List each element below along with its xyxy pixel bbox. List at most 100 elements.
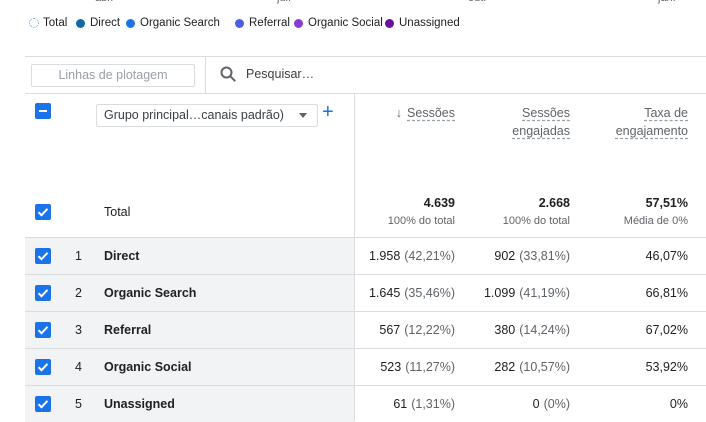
total-note: 100% do total (502, 215, 570, 227)
sessions-value: 61 (393, 397, 408, 411)
row-checkbox[interactable] (35, 322, 51, 338)
sessions-share: (1,31%) (411, 397, 455, 411)
row-divider (25, 385, 706, 386)
engagement-rate: 67,02% (645, 323, 688, 337)
sessions-cell: 61 (1,31%) (393, 397, 455, 411)
engaged-cell: 1.099 (41,19%) (484, 286, 570, 300)
engaged-share: (33,81%) (519, 249, 570, 263)
engagement-rate: 66,81% (645, 286, 688, 300)
row-checkbox[interactable] (35, 285, 51, 301)
legend-dot (126, 18, 135, 28)
separator (205, 57, 206, 93)
row-rank: 5 (75, 397, 82, 411)
search-input[interactable]: Pesquisar… (246, 67, 315, 81)
engaged-share: (41,19%) (519, 286, 570, 300)
legend-item[interactable]: Organic Social (294, 17, 383, 29)
sessions-share: (12,22%) (404, 323, 455, 337)
engaged-cell: 902 (33,81%) (494, 249, 570, 263)
row-rank: 1 (75, 249, 82, 263)
add-dimension[interactable]: + (322, 101, 334, 123)
column-title: Sessões engajadas (512, 106, 570, 138)
row-name: Organic Social (104, 360, 192, 374)
engaged-cell: 380 (14,24%) (494, 323, 570, 337)
row-name: Unassigned (104, 397, 175, 411)
row-name: Referral (104, 323, 152, 337)
sessions-share: (35,46%) (404, 286, 455, 300)
divider (25, 56, 706, 57)
row-divider (25, 348, 706, 349)
total-note: Média de 0% (623, 215, 688, 227)
sessions-value: 1.958 (368, 249, 401, 263)
row-checkbox[interactable] (35, 248, 51, 264)
sessions-share: (11,27%) (405, 360, 455, 374)
row-background (25, 237, 354, 274)
legend-label: Direct (90, 17, 121, 29)
engaged-value: 1.099 (483, 286, 516, 300)
row-background (25, 385, 354, 422)
engaged-cell: 282 (10,57%) (494, 360, 570, 374)
dimension-dropdown[interactable]: Grupo principal…canais padrão) (96, 104, 318, 127)
legend-label: Unassigned (399, 17, 460, 29)
legend-label: Organic Social (308, 17, 383, 29)
total-label: Total (104, 205, 131, 219)
legend-dot (294, 18, 303, 28)
engaged-value: 902 (494, 249, 516, 263)
row-name: Organic Search (104, 286, 197, 300)
engaged-cell: 0 (0%) (533, 397, 570, 411)
sessions-cell: 1.645 (35,46%) (369, 286, 455, 300)
row-checkbox[interactable] (35, 359, 51, 375)
engaged-value: 0 (532, 397, 540, 411)
engagement-rate: 53,92% (645, 360, 688, 374)
sessions-cell: 523 (11,27%) (380, 360, 455, 374)
select-all-checkbox[interactable] (35, 103, 51, 119)
sessions-cell: 567 (12,22%) (379, 323, 455, 337)
column-divider (354, 93, 355, 421)
legend-dot (76, 18, 85, 28)
row-background (25, 348, 354, 385)
sort-arrow: ↓ (395, 106, 403, 120)
legend-item[interactable]: Direct (76, 17, 120, 29)
row-divider (25, 237, 706, 238)
legend-label: Organic Search (140, 17, 220, 29)
row-divider (25, 274, 706, 275)
sessions-share: (42,21%) (404, 249, 455, 263)
legend-item[interactable]: Unassigned (385, 17, 460, 29)
column-header[interactable]: ↓ Sessões (385, 104, 455, 122)
row-checkbox[interactable] (35, 396, 51, 412)
sessions-value: 1.645 (368, 286, 401, 300)
legend-dot (235, 18, 244, 28)
dimension-label: Grupo principal…canais padrão) (104, 108, 284, 122)
axis-label: abr. (95, 0, 113, 4)
column-header[interactable]: Taxa de engajamento (608, 104, 688, 140)
row-divider (25, 311, 706, 312)
row-name: Direct (104, 249, 140, 263)
divider (25, 93, 706, 94)
engaged-value: 380 (494, 323, 516, 337)
sessions-cell: 1.958 (42,21%) (369, 249, 455, 263)
engaged-share: (14,24%) (519, 323, 570, 337)
total-value: 57,51% (645, 196, 688, 210)
sessions-value: 523 (380, 360, 402, 374)
legend-item[interactable]: Total (29, 17, 67, 29)
engaged-share: (0%) (543, 397, 570, 411)
row-rank: 3 (75, 323, 82, 337)
plot-rows-button[interactable]: Linhas de plotagem (31, 64, 195, 87)
row-background (25, 311, 354, 348)
axis-label: jul. (277, 0, 291, 4)
engaged-share: (10,57%) (519, 360, 570, 374)
sessions-value: 567 (379, 323, 401, 337)
legend-item[interactable]: Organic Search (126, 17, 220, 29)
column-title: Taxa de engajamento (615, 106, 688, 138)
legend-dot (385, 18, 394, 28)
engaged-value: 282 (494, 360, 516, 374)
legend-label: Referral (249, 17, 290, 29)
axis-label: jan. (658, 0, 676, 4)
total-value: 2.668 (538, 196, 570, 210)
legend-dot (29, 18, 39, 28)
total-value: 4.639 (423, 196, 455, 210)
column-header[interactable]: Sessões engajadas (500, 104, 570, 140)
legend-label: Total (43, 17, 68, 29)
legend-item[interactable]: Referral (235, 17, 290, 29)
total-checkbox[interactable] (35, 204, 51, 220)
